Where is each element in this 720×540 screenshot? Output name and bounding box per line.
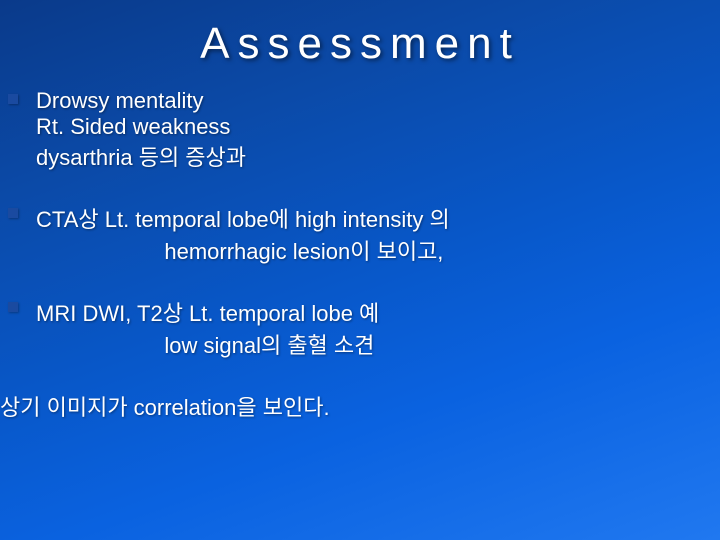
bullet-text: MRI DWI, T2상 Lt. temporal lobe 예 low sig… [36, 296, 379, 360]
square-bullet-icon [8, 208, 18, 218]
bullet-text: Drowsy mentality Rt. Sided weakness dysa… [36, 88, 246, 172]
slide-content: Drowsy mentality Rt. Sided weakness dysa… [0, 68, 720, 422]
closing-text: 상기 이미지가 correlation을 보인다. [0, 390, 720, 422]
square-bullet-icon [8, 302, 18, 312]
square-bullet-icon [8, 94, 18, 104]
slide-title: Assessment [0, 0, 720, 68]
bullet-item: CTA상 Lt. temporal lobe에 high intensity 의… [0, 202, 720, 266]
bullet-text: CTA상 Lt. temporal lobe에 high intensity 의… [36, 202, 450, 266]
bullet-item: MRI DWI, T2상 Lt. temporal lobe 예 low sig… [0, 296, 720, 360]
bullet-item: Drowsy mentality Rt. Sided weakness dysa… [0, 88, 720, 172]
slide: Assessment Drowsy mentality Rt. Sided we… [0, 0, 720, 540]
